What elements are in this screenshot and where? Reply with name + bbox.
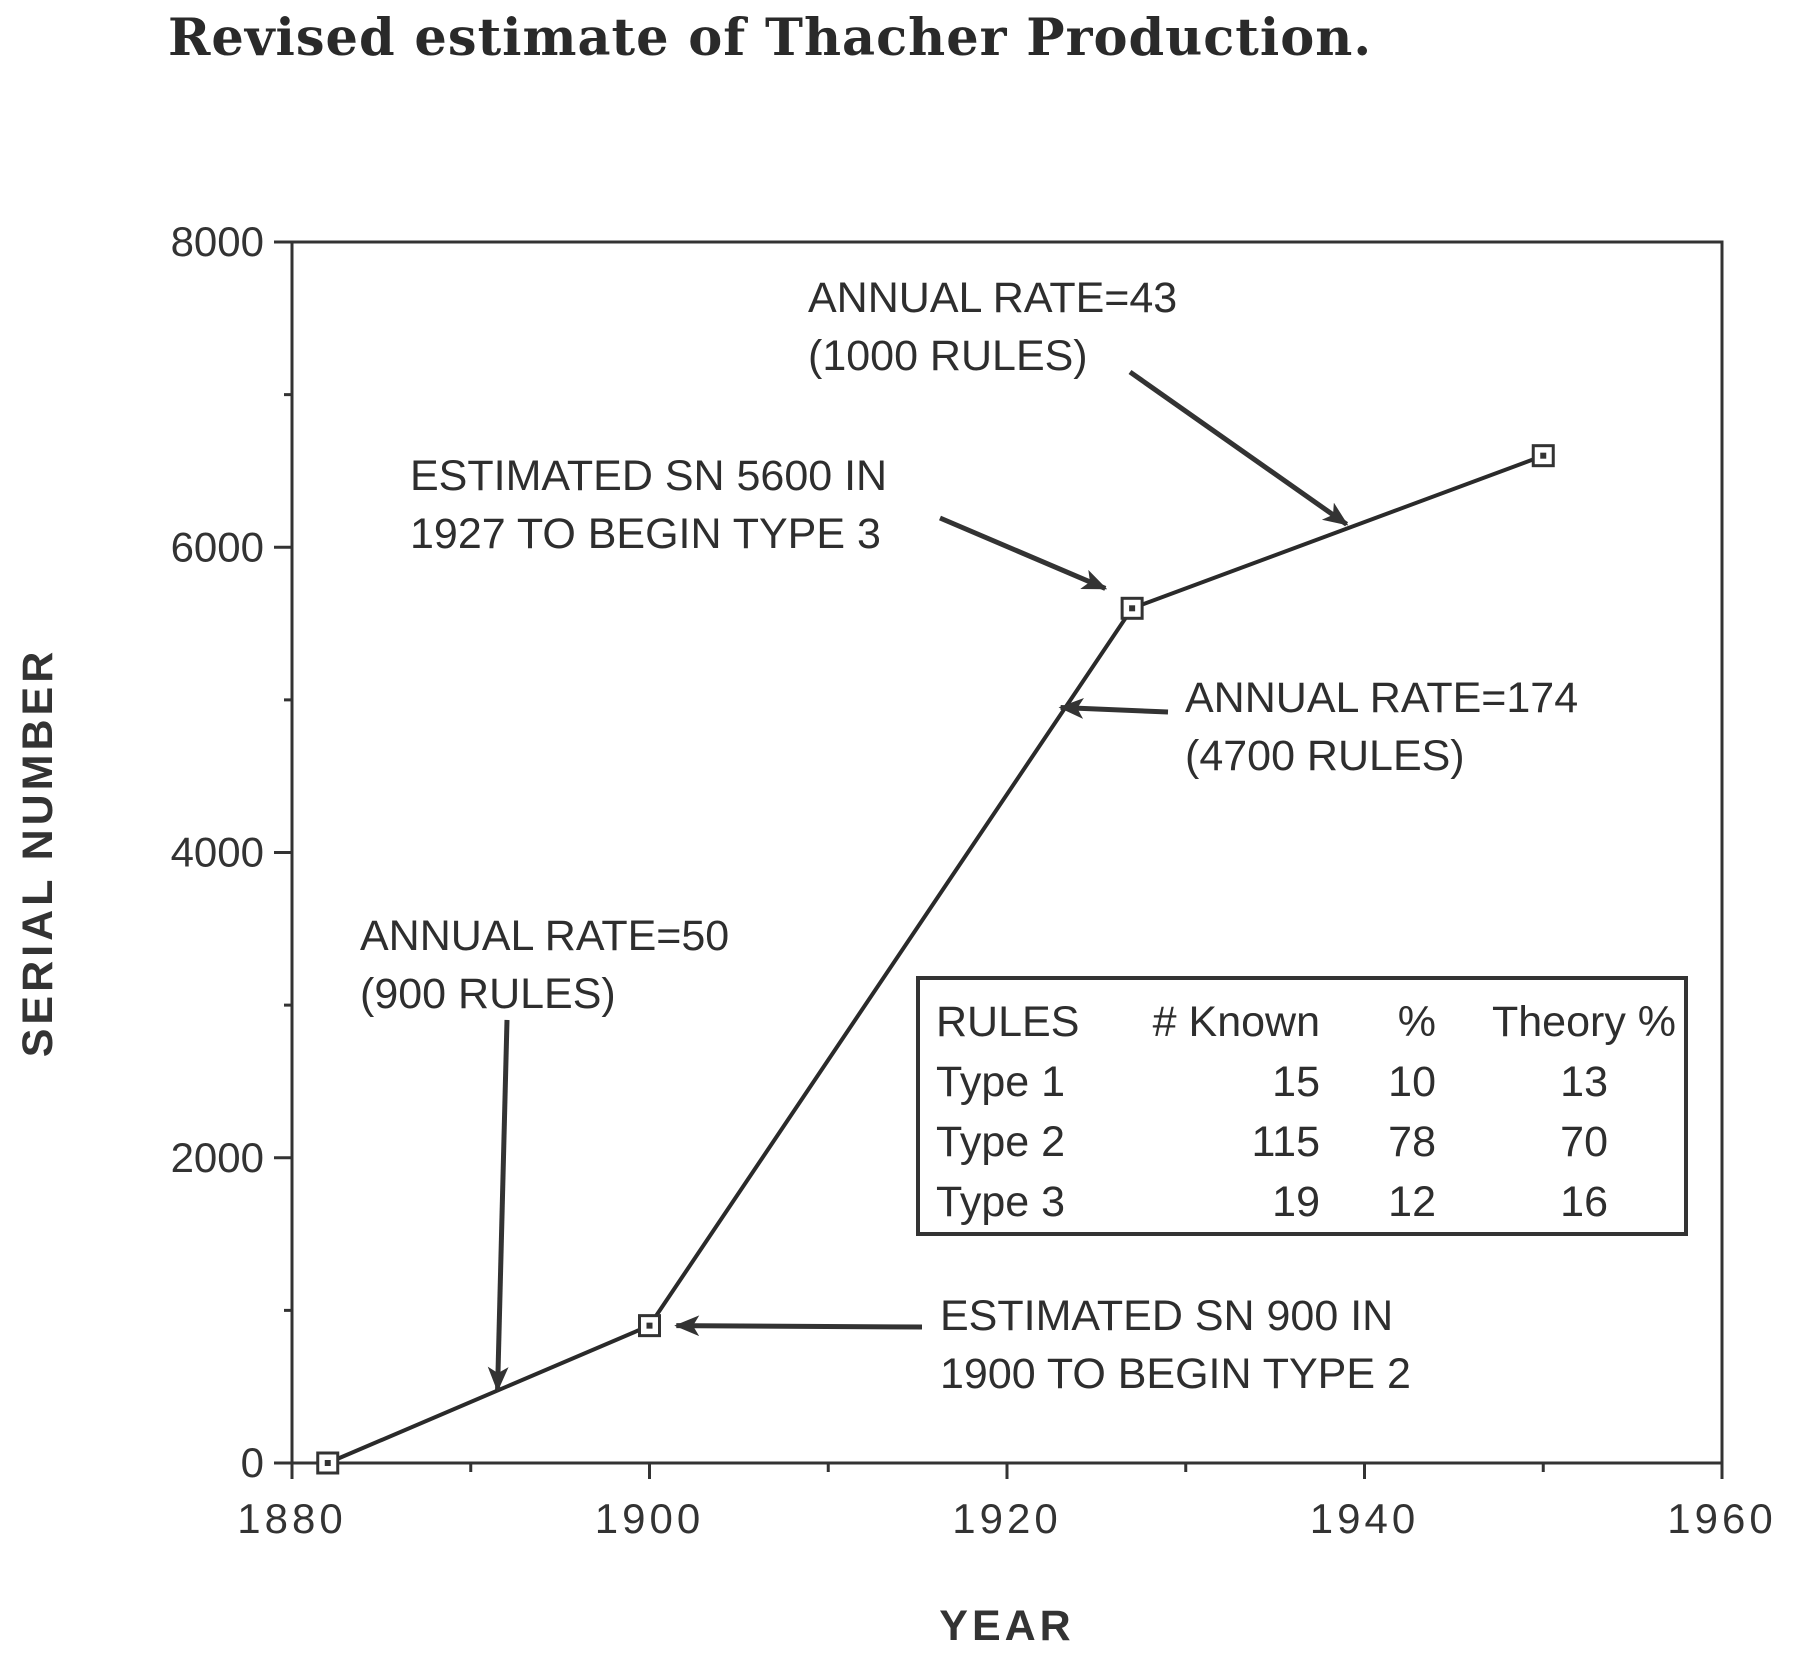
annotation-text: (900 RULES) [360,970,616,1018]
annotation-text: 1927 TO BEGIN TYPE 3 [410,510,881,558]
table-cell: 78 [1388,1118,1436,1166]
table-cell: 10 [1388,1058,1436,1106]
x-tick-label: 1960 [1667,1495,1776,1542]
annotation-text: 1900 TO BEGIN TYPE 2 [940,1350,1411,1398]
table-cell: Type 3 [936,1178,1065,1226]
plot-frame [290,240,1724,1465]
x-axis-title: YEAR [939,1602,1074,1650]
page-title: Revised estimate of Thacher Production. [168,8,1373,68]
data-point-center [646,1322,653,1329]
x-tick-label: 1900 [595,1495,704,1542]
y-tick-label: 4000 [171,829,264,876]
table-cell: 15 [1272,1058,1320,1106]
table-cell: Type 2 [936,1118,1065,1166]
y-tick-label: 0 [241,1439,264,1486]
annotation-text: ESTIMATED SN 900 IN [940,1292,1393,1340]
data-point-center [1540,452,1547,459]
series-line [326,453,1544,1465]
annotation-text: (4700 RULES) [1185,732,1465,780]
data-point-center [324,1460,331,1466]
annotation-arrow [674,1315,923,1337]
table-cell: 12 [1388,1178,1436,1226]
table-header-cell: Theory % [1492,998,1676,1046]
annotation-arrow [1058,698,1169,719]
table-cell: Type 1 [936,1058,1065,1106]
table-header-cell: % [1398,998,1436,1046]
x-tick-label: 1940 [1310,1495,1419,1542]
annotation-arrow [487,1019,510,1392]
inset-table-box [916,976,1688,1236]
annotation-text: ESTIMATED SN 5600 IN [410,452,887,500]
x-tick-label: 1880 [237,1495,346,1542]
x-tick-label: 1920 [952,1495,1061,1542]
table-cell: 13 [1560,1058,1608,1106]
y-tick-label: 6000 [171,523,264,570]
annotation-text: (1000 RULES) [808,332,1088,380]
table-cell: 115 [1251,1118,1320,1166]
y-tick-label: 2000 [171,1134,264,1181]
data-point-center [1129,605,1136,612]
annotation-text: ANNUAL RATE=50 [360,912,729,960]
y-tick-label: 8000 [171,218,264,265]
table-header-cell: RULES [936,998,1079,1046]
table-cell: 19 [1272,1178,1320,1226]
annotation-text: ANNUAL RATE=43 [808,274,1177,322]
table-cell: 70 [1560,1118,1608,1166]
table-header-cell: # Known [1153,998,1320,1046]
table-cell: 16 [1560,1178,1608,1226]
annotation-arrow [1128,369,1349,527]
y-axis-title: SERIAL NUMBER [14,648,62,1058]
annotation-arrow [939,515,1108,591]
annotation-text: ANNUAL RATE=174 [1185,674,1578,722]
